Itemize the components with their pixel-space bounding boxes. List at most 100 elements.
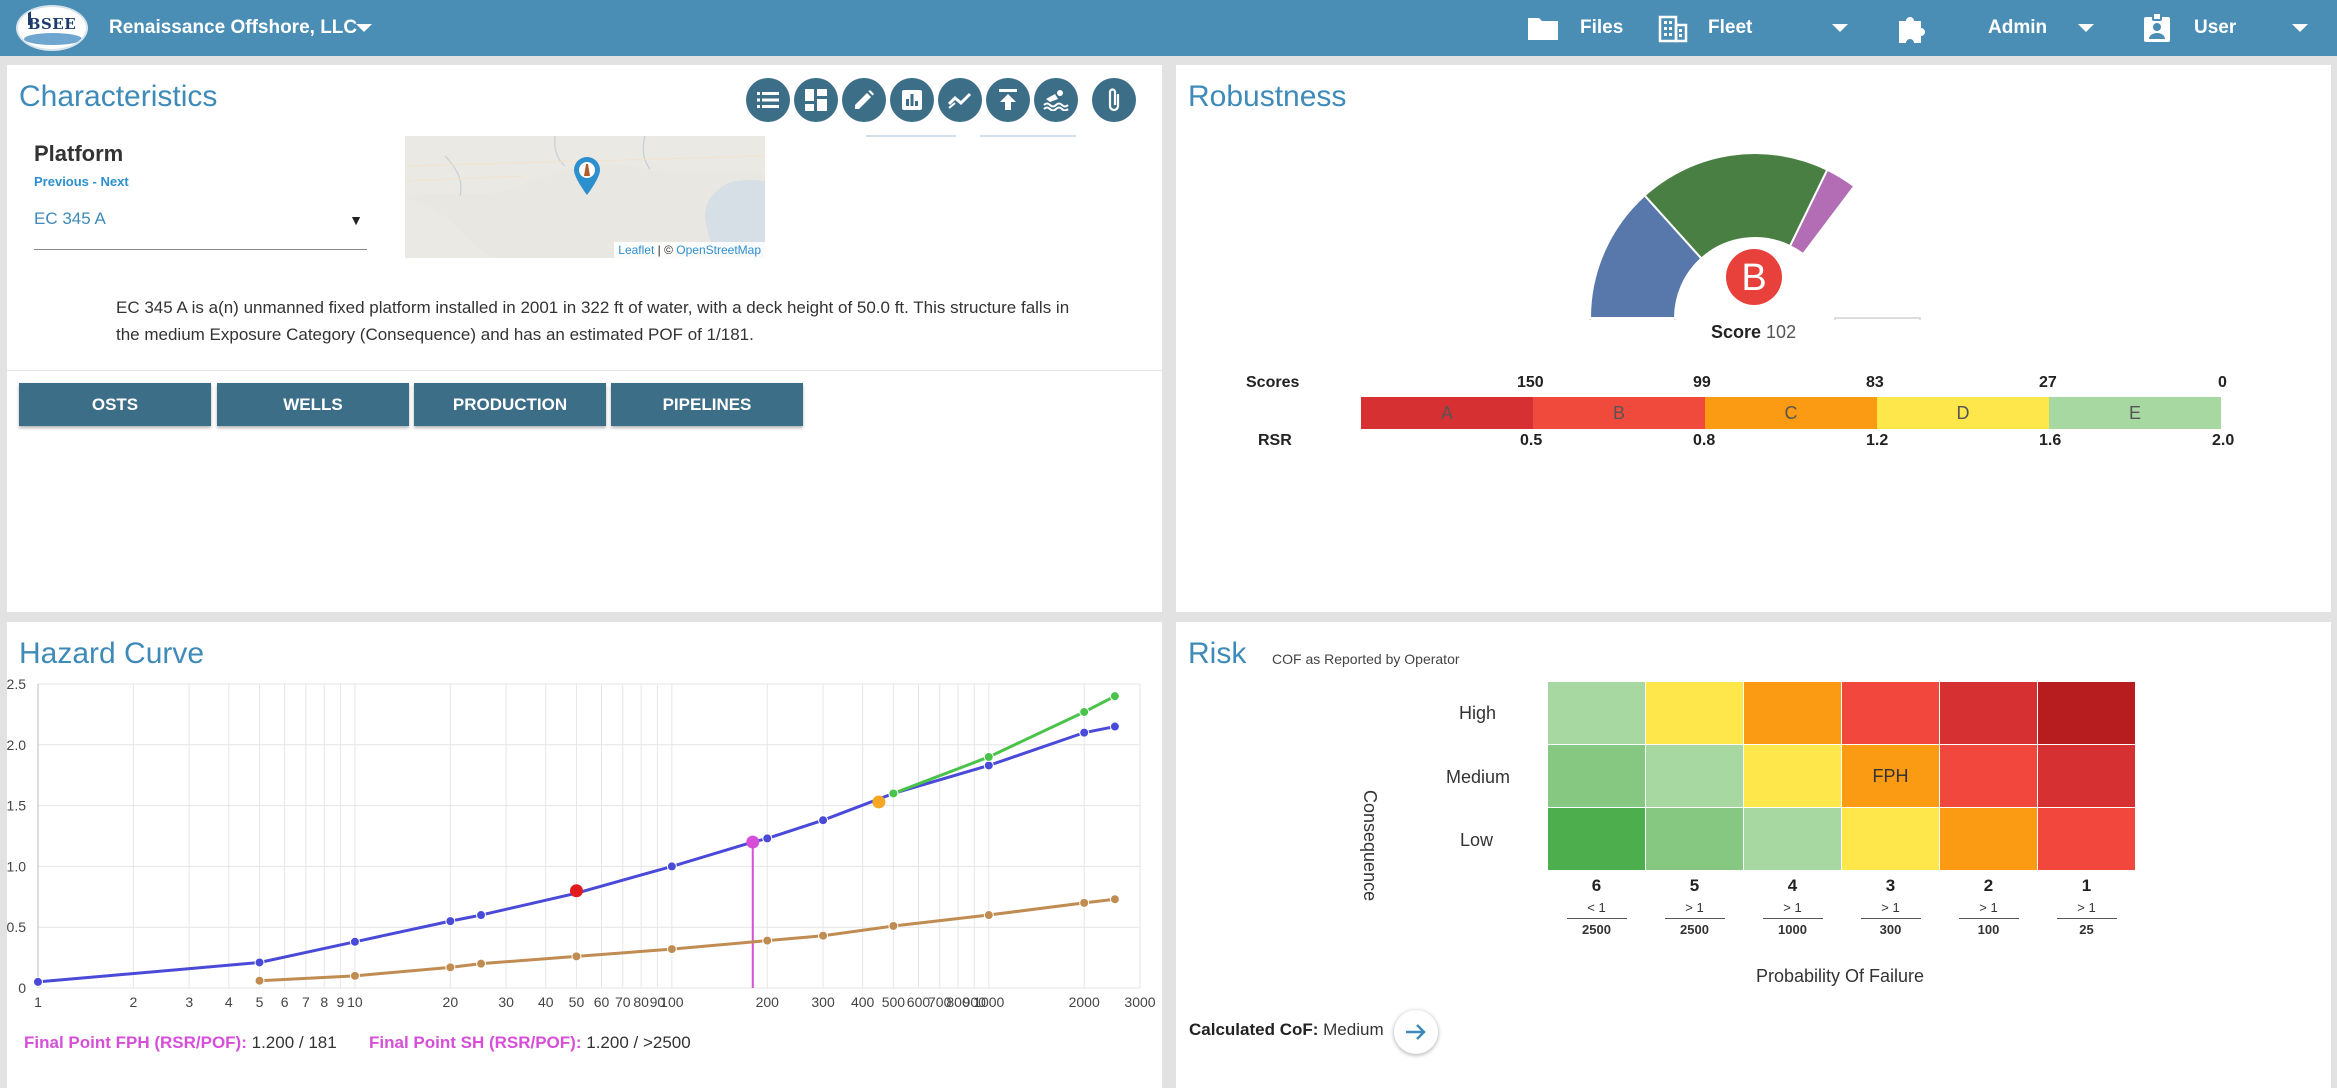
logo-wave-mark xyxy=(24,33,82,45)
series-point xyxy=(762,833,773,844)
series-point xyxy=(983,751,994,762)
rsr-row-label: RSR xyxy=(1258,432,1292,449)
x-tick-label: 3000 xyxy=(1124,994,1155,1010)
x-tick-label: 600 xyxy=(907,994,931,1010)
risk-cell[interactable] xyxy=(2038,682,2135,744)
x-tick-label: 20 xyxy=(443,994,459,1010)
series-point xyxy=(445,916,456,927)
cof-arrow-button[interactable] xyxy=(1394,1010,1438,1054)
dashboard-button[interactable] xyxy=(794,78,838,122)
risk-cell[interactable] xyxy=(1842,682,1939,744)
characteristics-title: Characteristics xyxy=(19,80,218,113)
map-attribution: Leaflet | © OpenStreetMap xyxy=(614,242,765,258)
series-line xyxy=(37,725,1116,984)
risk-cell[interactable] xyxy=(1548,682,1645,744)
series-point xyxy=(888,788,899,799)
x-tick-label: 70 xyxy=(615,994,631,1010)
y-tick-label: 1.0 xyxy=(7,858,27,874)
upload-button[interactable] xyxy=(986,78,1030,122)
risk-cell[interactable]: FPH xyxy=(1842,745,1939,807)
production-tab-button[interactable]: PRODUCTION xyxy=(414,383,606,426)
pof-column-label: 4 > 1 1000 xyxy=(1744,876,1841,937)
building-icon[interactable] xyxy=(1658,13,1688,43)
x-tick-label: 9 xyxy=(337,994,345,1010)
next-link[interactable]: Next xyxy=(100,174,129,189)
consequence-axis-label: Consequence xyxy=(1360,790,1380,902)
files-link[interactable]: Files xyxy=(1580,17,1624,38)
x-tick-label: 900 xyxy=(963,994,987,1010)
user-menu[interactable]: User xyxy=(2194,17,2237,38)
risk-cell[interactable] xyxy=(1842,808,1939,870)
company-dropdown-icon[interactable] xyxy=(356,24,372,32)
pof-fraction-top: < 1 xyxy=(1566,900,1627,919)
hazard-title: Hazard Curve xyxy=(19,637,205,670)
risk-cell[interactable] xyxy=(1646,808,1743,870)
prev-next-separator: - xyxy=(88,174,101,189)
logo-rig-mark xyxy=(28,9,31,25)
score-value: 102 xyxy=(1766,322,1797,342)
series-point xyxy=(888,920,899,931)
pof-column-number: 5 xyxy=(1689,876,1700,895)
osts-tab-button[interactable]: OSTS xyxy=(19,383,211,426)
series-point xyxy=(254,957,265,968)
leaflet-link[interactable]: Leaflet xyxy=(618,243,655,257)
top-bar: BSEE Renaissance Offshore, LLC Files Fle… xyxy=(0,0,2337,56)
series-point xyxy=(1109,721,1120,732)
pof-column-number: 3 xyxy=(1885,876,1896,895)
admin-dropdown-icon[interactable] xyxy=(2078,24,2094,32)
series-point xyxy=(1109,691,1120,702)
attachment-button[interactable] xyxy=(1092,78,1136,122)
x-tick-label: 5 xyxy=(256,994,264,1010)
score-display: Score 102 xyxy=(1711,322,1796,343)
risk-cell[interactable] xyxy=(1548,745,1645,807)
puzzle-icon[interactable] xyxy=(1896,12,1930,44)
robustness-title: Robustness xyxy=(1188,80,1347,113)
risk-cell[interactable] xyxy=(2038,745,2135,807)
risk-cell[interactable] xyxy=(1940,745,2037,807)
platform-label: Platform xyxy=(34,141,124,166)
risk-title: Risk xyxy=(1188,637,1247,670)
pof-fraction-bottom: 300 xyxy=(1879,922,1902,937)
x-tick-label: 6 xyxy=(281,994,289,1010)
folder-icon[interactable] xyxy=(1527,15,1559,41)
trend-button[interactable] xyxy=(938,78,982,122)
risk-cell[interactable] xyxy=(1744,745,1841,807)
grade-badge xyxy=(1726,249,1782,305)
risk-cell[interactable] xyxy=(1940,808,2037,870)
list-view-button[interactable] xyxy=(746,78,790,122)
fleet-link[interactable]: Fleet xyxy=(1708,17,1753,38)
fleet-dropdown-icon[interactable] xyxy=(1832,24,1848,32)
pof-fraction-bottom: 1000 xyxy=(1778,922,1807,937)
user-badge-icon[interactable] xyxy=(2142,12,2172,44)
pof-column-fraction: > 1 100 xyxy=(1958,900,2019,937)
bsee-logo[interactable]: BSEE xyxy=(16,5,88,51)
platform-select[interactable]: EC 345 A ▼ xyxy=(34,206,367,250)
score-tick: 27 xyxy=(2039,374,2057,391)
robustness-gauge: B xyxy=(1588,152,1922,320)
openstreetmap-link[interactable]: OpenStreetMap xyxy=(676,243,761,257)
map-marker-icon[interactable] xyxy=(572,156,602,196)
rsr-tick: 0.8 xyxy=(1693,432,1716,449)
platform-map[interactable]: Leaflet | © OpenStreetMap xyxy=(405,136,765,258)
risk-cell[interactable] xyxy=(1744,682,1841,744)
upload-icon xyxy=(999,89,1017,110)
company-name[interactable]: Renaissance Offshore, LLC xyxy=(109,17,358,38)
chart-button[interactable] xyxy=(890,78,934,122)
risk-cell[interactable] xyxy=(1646,682,1743,744)
highlight-marker xyxy=(872,795,886,809)
risk-cell[interactable] xyxy=(2038,808,2135,870)
water-button[interactable] xyxy=(1034,78,1078,122)
series-point xyxy=(476,958,487,969)
user-dropdown-icon[interactable] xyxy=(2292,24,2308,32)
wells-tab-button[interactable]: WELLS xyxy=(217,383,409,426)
risk-cell[interactable] xyxy=(1548,808,1645,870)
edit-button[interactable] xyxy=(842,78,886,122)
risk-cell[interactable] xyxy=(1940,682,2037,744)
risk-cell[interactable] xyxy=(1646,745,1743,807)
pipelines-tab-button[interactable]: PIPELINES xyxy=(611,383,803,426)
grade-letter: B xyxy=(1741,257,1766,299)
previous-link[interactable]: Previous xyxy=(34,174,89,189)
admin-menu[interactable]: Admin xyxy=(1988,17,2048,38)
risk-cell[interactable] xyxy=(1744,808,1841,870)
x-tick-label: 500 xyxy=(882,994,906,1010)
